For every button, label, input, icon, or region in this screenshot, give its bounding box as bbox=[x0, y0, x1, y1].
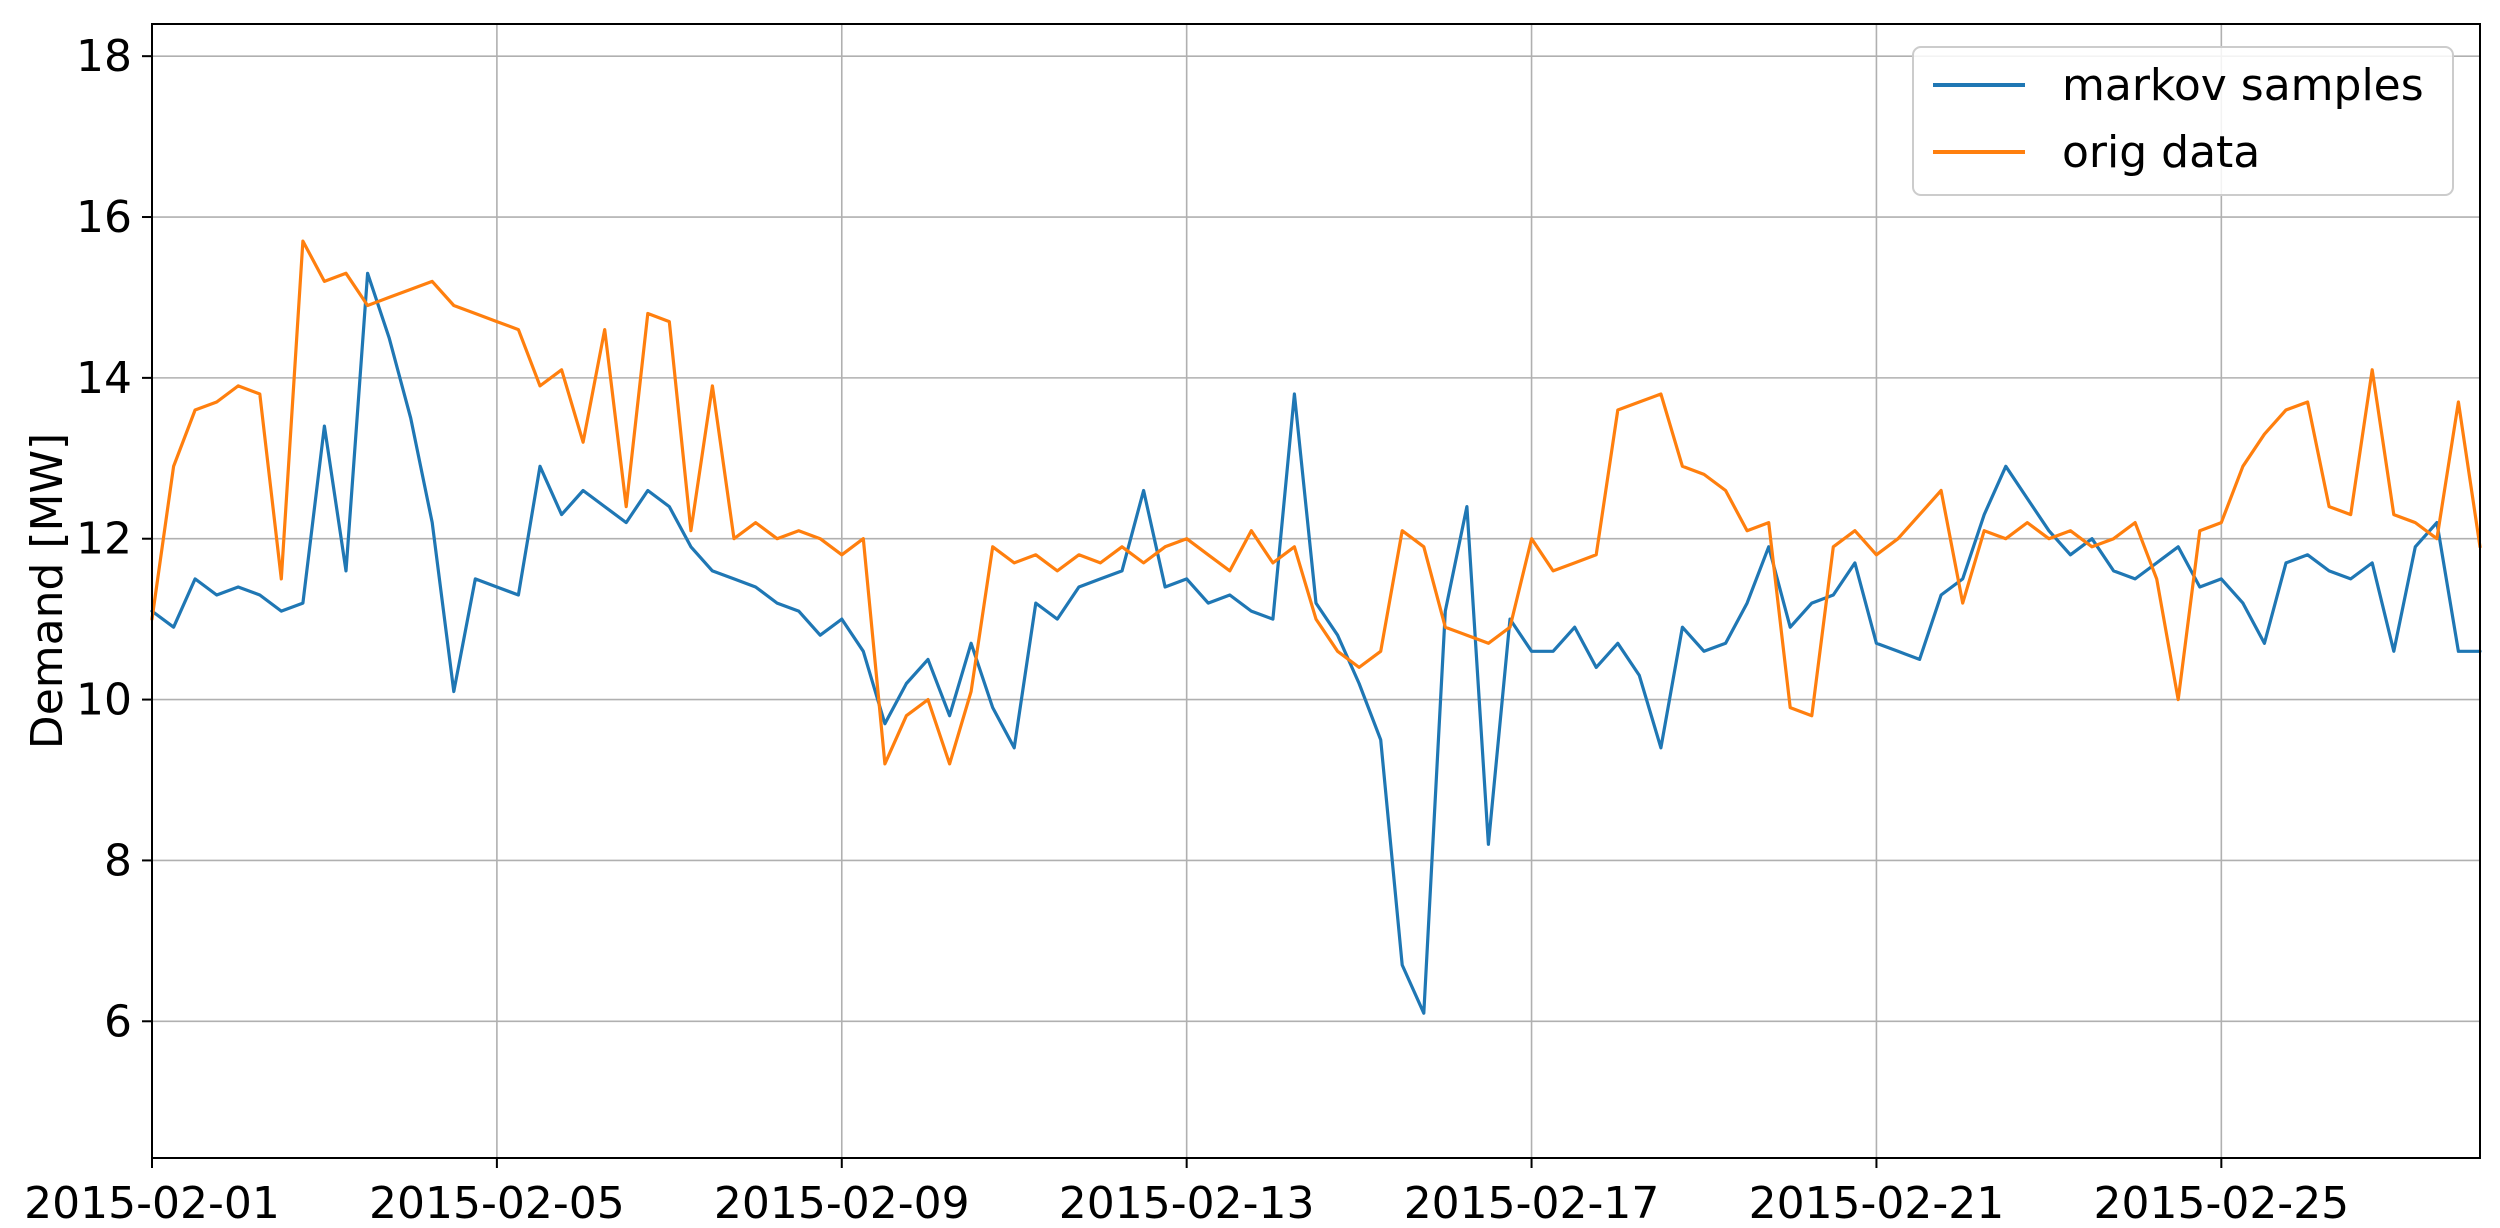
legend-box bbox=[1912, 46, 2454, 196]
legend-label-markov-samples: markov samples bbox=[2062, 60, 2424, 111]
x-tick-label: 2015-02-17 bbox=[1404, 1178, 1660, 1228]
y-tick-label: 10 bbox=[76, 675, 132, 726]
series-line-markov-samples bbox=[150, 271, 2482, 1015]
y-tick-label: 6 bbox=[104, 996, 132, 1047]
plot-frame bbox=[151, 23, 2481, 1159]
legend: markov samples orig data bbox=[1912, 46, 2454, 196]
x-tick-label: 2015-02-05 bbox=[369, 1178, 625, 1228]
series-lines bbox=[150, 239, 2482, 1015]
y-tick-label: 18 bbox=[76, 31, 132, 82]
y-tick-label: 8 bbox=[104, 835, 132, 886]
x-tick-label: 2015-02-01 bbox=[24, 1178, 280, 1228]
y-tick-label: 12 bbox=[76, 514, 132, 565]
legend-label-orig-data: orig data bbox=[2062, 127, 2260, 178]
y-tick-label: 16 bbox=[76, 192, 132, 243]
x-axis-ticks: 2015-02-01 2015-02-05 2015-02-09 2015-02-13… bbox=[24, 1158, 2349, 1228]
x-tick-label: 2015-02-21 bbox=[1749, 1178, 2005, 1228]
y-axis-ticks: 6 8 10 12 14 16 18 bbox=[76, 31, 152, 1047]
y-tick-label: 14 bbox=[76, 353, 132, 404]
x-tick-label: 2015-02-25 bbox=[2093, 1178, 2349, 1228]
y-axis-title: Demand [MW] bbox=[22, 433, 73, 749]
x-tick-label: 2015-02-09 bbox=[714, 1178, 970, 1228]
series-line-orig-data bbox=[150, 239, 2482, 766]
x-tick-label: 2015-02-13 bbox=[1059, 1178, 1315, 1228]
